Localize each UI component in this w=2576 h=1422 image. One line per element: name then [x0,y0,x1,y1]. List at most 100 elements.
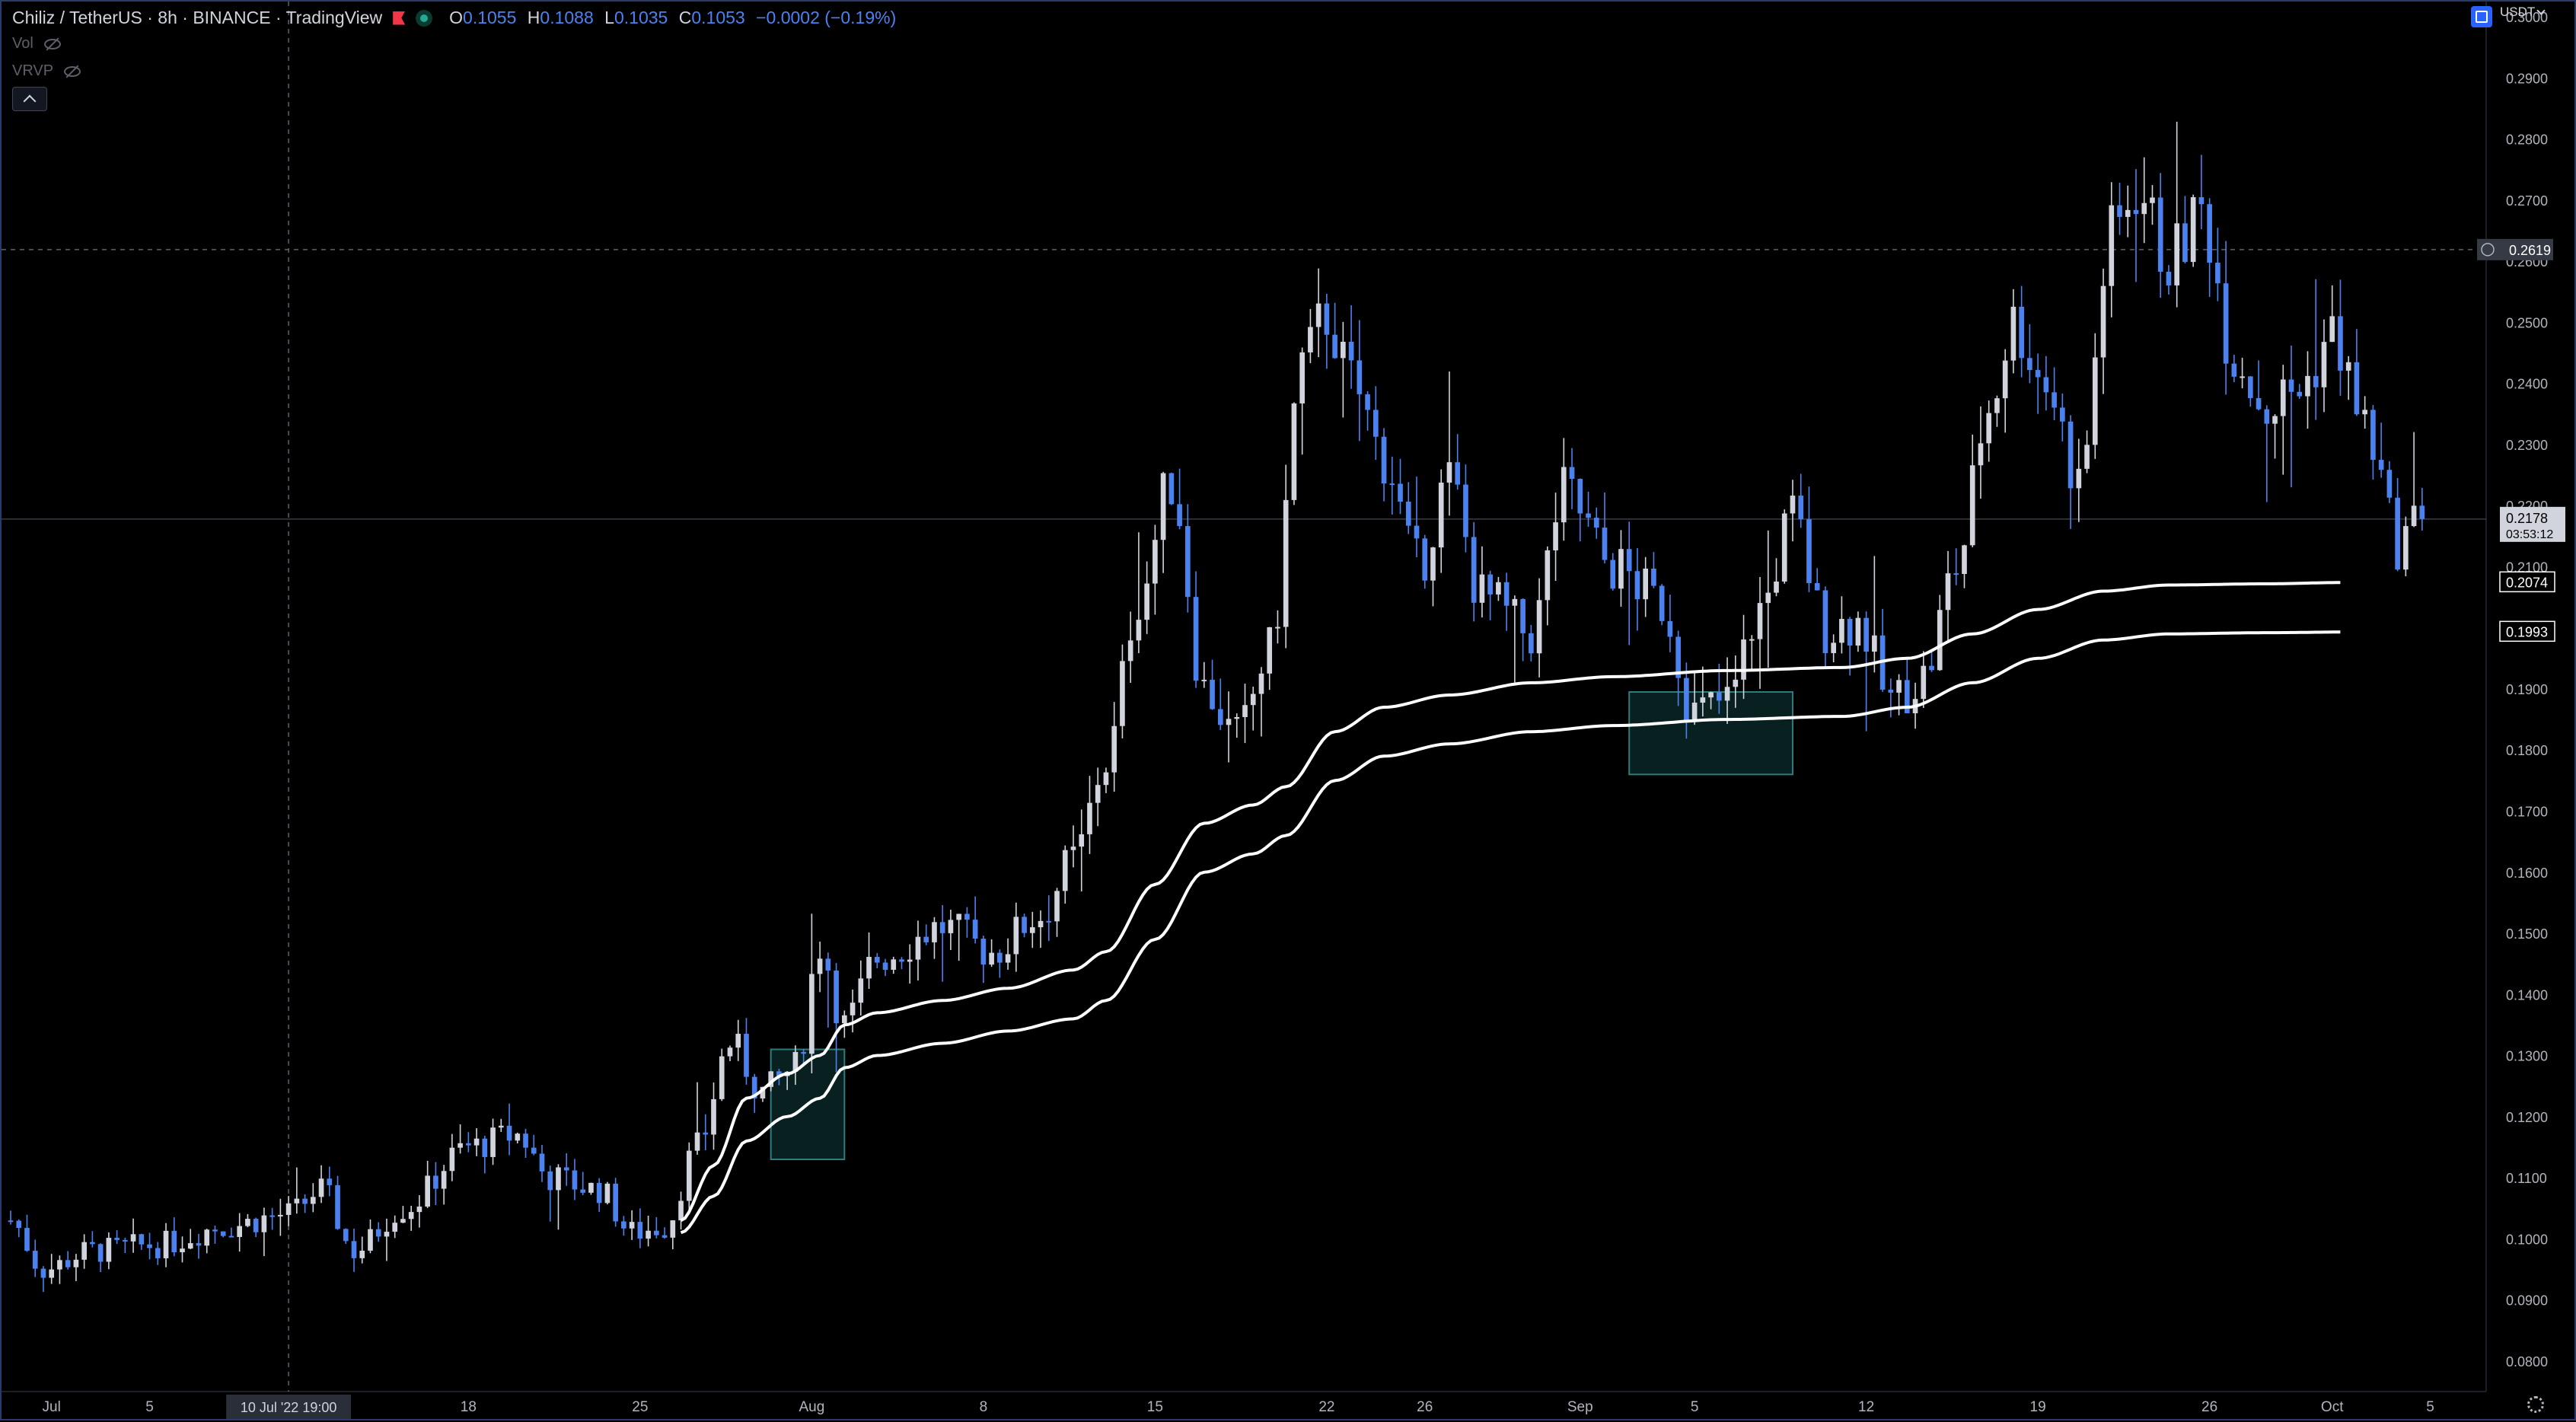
candle-body[interactable] [1405,501,1411,526]
candle-body[interactable] [1953,573,1959,575]
candle-body[interactable] [1414,525,1420,539]
candle-body[interactable] [1357,360,1363,394]
candle-body[interactable] [2264,409,2270,424]
candles[interactable] [8,121,2425,1293]
candle-body[interactable] [2019,306,2024,359]
candle-body[interactable] [2060,407,2065,422]
candle-body[interactable] [2125,209,2131,217]
eye-off-icon[interactable] [64,65,81,77]
candle-body[interactable] [539,1153,545,1172]
candle-body[interactable] [1684,678,1689,722]
candle-body[interactable] [1332,334,1337,359]
candle-body[interactable] [2345,362,2351,371]
candle-body[interactable] [1250,693,1256,706]
moving-averages[interactable] [680,581,2341,1235]
candle-body[interactable] [449,1147,455,1172]
candle-body[interactable] [1806,519,1812,584]
candle-body[interactable] [1839,619,1844,643]
candle-body[interactable] [1529,633,1534,654]
eye-off-icon[interactable] [43,38,61,49]
candle-body[interactable] [2141,202,2147,215]
candle-body[interactable] [1781,513,1787,582]
candle-body[interactable] [2313,375,2319,387]
candle-body[interactable] [997,952,1003,963]
candle-body[interactable] [2329,316,2335,343]
candle-body[interactable] [1814,583,1820,591]
candle-body[interactable] [196,1243,202,1246]
candle-body[interactable] [2338,316,2343,371]
candle-body[interactable] [1593,518,1599,528]
candle-body[interactable] [1577,479,1583,514]
candle-body[interactable] [1798,496,1804,520]
candle-body[interactable] [2215,263,2221,284]
candle-body[interactable] [1790,496,1796,514]
candle-body[interactable] [1438,482,1444,548]
candle-body[interactable] [1381,436,1387,484]
candle-body[interactable] [1691,703,1698,722]
candle-body[interactable] [441,1171,447,1189]
candle-body[interactable] [269,1215,275,1217]
candle-body[interactable] [2247,376,2253,398]
candle-body[interactable] [1929,665,1934,671]
candle-body[interactable] [1602,528,1608,560]
candle-body[interactable] [408,1212,414,1220]
candle-body[interactable] [1888,689,1894,693]
currency-selector[interactable]: USDT [2500,5,2546,20]
candle-body[interactable] [841,1015,847,1024]
candle-body[interactable] [2223,283,2229,364]
candle-body[interactable] [2378,460,2384,470]
candle-body[interactable] [1700,697,1706,703]
candle-body[interactable] [310,1197,316,1204]
candle-body[interactable] [1283,499,1289,627]
candle-body[interactable] [1643,568,1649,600]
auto-scale-button[interactable] [2471,6,2492,27]
candle-body[interactable] [2321,342,2327,387]
candle-body[interactable] [1299,352,1305,403]
candle-body[interactable] [2150,197,2155,203]
candle-body[interactable] [1185,526,1191,598]
candle-body[interactable] [686,1150,692,1201]
candle-body[interactable] [637,1222,643,1239]
candle-body[interactable] [180,1248,185,1253]
candle-body[interactable] [1872,635,1877,652]
candle-body[interactable] [1103,772,1109,786]
candle-body[interactable] [155,1248,161,1258]
candle-body[interactable] [760,1086,766,1098]
candle-body[interactable] [948,920,954,933]
candle-body[interactable] [81,1242,87,1260]
candle-body[interactable] [384,1232,390,1237]
symbol-legend[interactable]: Chiliz / TetherUS · 8h · BINANCE · Tradi… [12,8,896,28]
candle-body[interactable] [1308,327,1313,352]
candle-body[interactable] [572,1170,578,1190]
price-axis[interactable]: 0.30000.29000.28000.27000.26000.25000.24… [2485,2,2548,1392]
candle-body[interactable] [1626,549,1632,572]
candle-body[interactable] [1160,473,1166,540]
candle-body[interactable] [1234,716,1240,719]
candle-body[interactable] [425,1175,430,1207]
candle-body[interactable] [1177,504,1182,527]
candle-body[interactable] [2182,223,2188,263]
candle-body[interactable] [1153,540,1158,584]
time-axis[interactable]: Jul 5 18 25 Aug 8 15 22 26 Sep 5 12 19 26 Oct 5 [2,1391,2486,1415]
candle-body[interactable] [932,922,937,942]
candle-body[interactable] [719,1056,725,1099]
candle-body[interactable] [547,1171,553,1191]
candle-body[interactable] [1022,917,1027,933]
candle-body[interactable] [392,1223,398,1232]
candle-body[interactable] [613,1183,618,1222]
candle-body[interactable] [1324,303,1330,335]
candle-body[interactable] [73,1259,79,1267]
candle-body[interactable] [368,1229,373,1251]
candle-body[interactable] [466,1143,471,1146]
flag-icon[interactable] [393,11,406,25]
candle-body[interactable] [1978,443,1984,466]
candle-body[interactable] [343,1229,349,1242]
candle-body[interactable] [1969,465,1975,546]
candle-body[interactable] [891,959,897,970]
candle-body[interactable] [359,1250,365,1258]
candle-body[interactable] [2117,205,2122,217]
candle-body[interactable] [980,939,987,965]
candle-body[interactable] [49,1269,55,1278]
candle-body[interactable] [2002,360,2008,399]
candle-body[interactable] [457,1143,463,1148]
